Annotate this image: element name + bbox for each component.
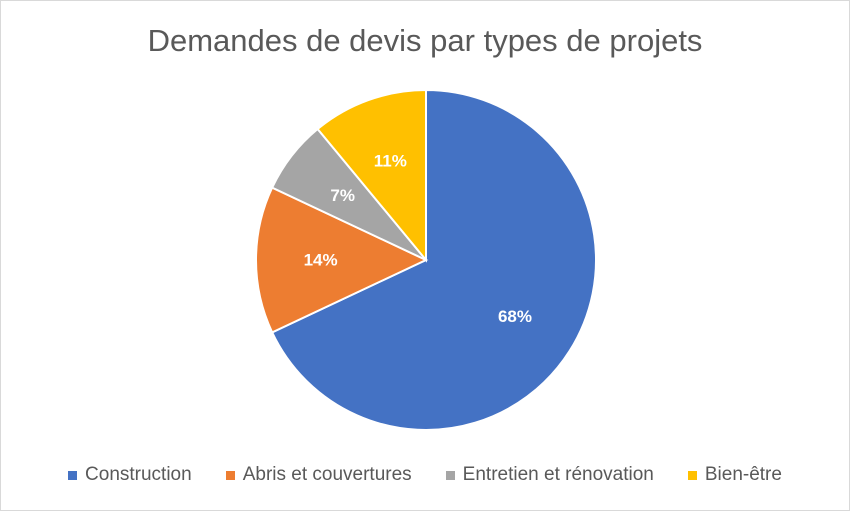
legend-item-construction: Construction bbox=[68, 464, 192, 486]
legend-swatch-bien-etre bbox=[687, 470, 697, 480]
legend-label-abris: Abris et couvertures bbox=[242, 464, 412, 485]
legend-swatch-entretien bbox=[445, 470, 455, 480]
legend-item-entretien: Entretien et rénovation bbox=[445, 464, 654, 486]
pie-slice-3 bbox=[316, 88, 427, 263]
chart-title: Demandes de devis par types de projets bbox=[147, 23, 703, 58]
pie-slice-1 bbox=[255, 186, 429, 334]
legend-label-bien-etre: Bien-être bbox=[704, 464, 782, 485]
pie-data-label-2: 7% bbox=[330, 186, 355, 205]
pie-data-label-1: 14% bbox=[304, 251, 338, 270]
legend-label-construction: Construction bbox=[85, 464, 192, 485]
chart-legend: Construction Abris et couvertures Entret… bbox=[1, 464, 849, 486]
pie-slice-0 bbox=[270, 88, 597, 431]
pie-data-label-3: 11% bbox=[374, 151, 407, 170]
legend-swatch-construction bbox=[68, 470, 78, 480]
legend-swatch-abris bbox=[225, 470, 235, 480]
legend-item-bien-etre: Bien-être bbox=[687, 464, 782, 486]
legend-item-abris: Abris et couvertures bbox=[225, 464, 412, 486]
legend-label-entretien: Entretien et rénovation bbox=[462, 464, 654, 485]
pie-data-label-0: 68% bbox=[498, 307, 532, 326]
